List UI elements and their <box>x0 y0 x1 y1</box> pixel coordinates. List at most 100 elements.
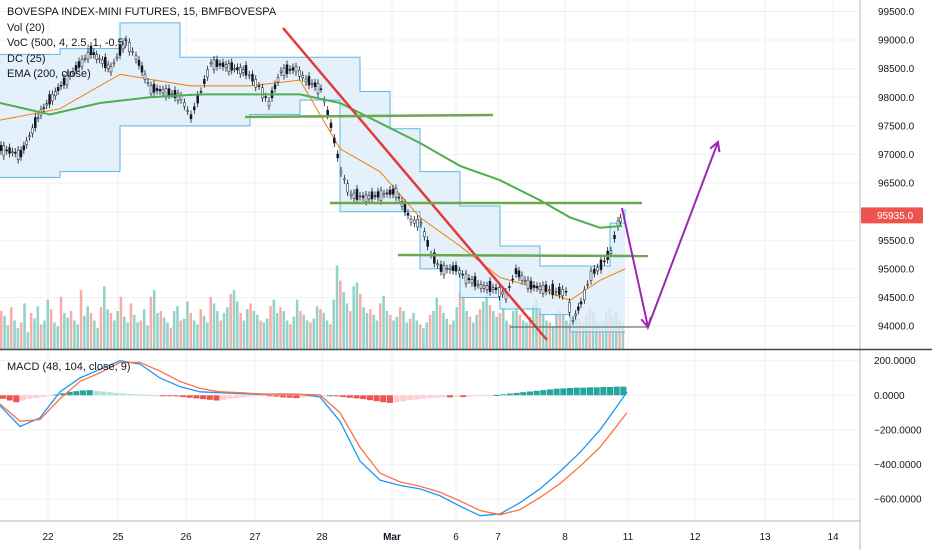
candle-body <box>291 67 295 71</box>
candle-body <box>439 264 443 272</box>
volume-bar <box>452 320 455 349</box>
candle-body <box>288 69 292 71</box>
candle-body <box>77 61 81 68</box>
candle-body <box>199 91 203 93</box>
legend-dc[interactable]: DC (25) <box>7 52 46 65</box>
volume-bar <box>485 293 488 349</box>
candle-body <box>526 279 530 289</box>
candle-body <box>397 196 401 199</box>
candle-body <box>329 122 333 128</box>
candle-body <box>454 264 458 272</box>
candle-body <box>310 82 314 85</box>
volume-bar <box>246 309 249 349</box>
volume-bar <box>36 306 40 349</box>
signal-line <box>0 361 628 516</box>
candle-body <box>161 89 165 94</box>
volume-bar <box>462 295 465 349</box>
candle-body <box>319 88 323 90</box>
volume-bar <box>196 324 199 349</box>
volume-bar <box>116 311 119 349</box>
candle-body <box>382 193 386 196</box>
volume-bar <box>565 320 568 349</box>
macd-histogram-bar <box>246 395 253 397</box>
macd-histogram-bar <box>326 395 333 397</box>
candle-body <box>307 76 311 86</box>
volume-bar <box>229 293 232 349</box>
candle-body <box>416 219 419 228</box>
candle-body <box>193 106 196 111</box>
volume-bar <box>339 280 342 349</box>
macd-histogram-bar <box>373 395 380 402</box>
volume-bar <box>26 331 30 349</box>
macd-histogram-bar <box>280 395 287 398</box>
macd-tick-label: 0.0000 <box>874 391 905 402</box>
candle-body <box>124 39 128 42</box>
macd-histogram-bar <box>313 395 320 397</box>
candle-body <box>388 189 392 195</box>
legend-ema[interactable]: EMA (200, close) <box>7 68 91 80</box>
volume-bar <box>332 299 335 349</box>
volume-bar <box>136 322 139 349</box>
macd-histogram-bar <box>26 395 33 399</box>
volume-bar <box>172 311 176 349</box>
candle-body <box>83 58 87 60</box>
candle-body <box>494 287 498 290</box>
macd-histogram-bar <box>400 395 407 402</box>
volume-bar <box>468 316 472 349</box>
candle-body <box>19 150 23 158</box>
volume-bar <box>528 316 532 349</box>
candle-body <box>212 59 216 70</box>
volume-bar <box>139 320 143 349</box>
price-tick-label: 94000.0 <box>878 322 915 333</box>
macd-histogram-bar <box>200 395 207 400</box>
volume-bar <box>152 290 156 349</box>
volume-bar <box>621 322 625 349</box>
drawings[interactable] <box>244 27 721 341</box>
last-price-tag <box>861 207 923 224</box>
macd-legend[interactable]: MACD (48, 104, close, 9) <box>7 361 131 373</box>
candle-body <box>316 82 320 94</box>
volume-bar <box>362 307 365 349</box>
volume-bar <box>299 311 302 349</box>
volume-bar <box>212 303 216 349</box>
volume-bar <box>49 309 53 349</box>
volume-bar <box>392 320 395 349</box>
candle-body <box>86 52 90 60</box>
candle-body <box>367 195 371 200</box>
candle-body <box>241 69 245 73</box>
candle-body <box>183 102 186 107</box>
macd-histogram-bar <box>6 395 13 401</box>
candle-body <box>391 188 395 195</box>
candle-body <box>170 93 174 96</box>
volume-bar <box>495 316 498 349</box>
candle-body <box>464 273 468 284</box>
macd-tick-label: −600.0000 <box>874 495 922 506</box>
candle-body <box>112 62 116 65</box>
volume-bar <box>309 322 312 349</box>
time-tick-label: 14 <box>827 532 839 543</box>
volume-bar <box>408 318 412 349</box>
macd-histogram-bar <box>613 386 620 396</box>
candle-body <box>95 54 98 60</box>
candle-body <box>551 283 554 296</box>
candle-body <box>370 191 374 200</box>
symbol-title[interactable]: BOVESPA INDEX-MINI FUTURES, 15, BMFBOVES… <box>7 6 277 18</box>
macd-histogram-bar <box>140 394 147 396</box>
legend-vol[interactable]: Vol (20) <box>7 21 45 34</box>
volume-bar <box>385 311 389 349</box>
volume-bar <box>455 307 458 349</box>
candle-body <box>409 218 413 223</box>
candle-body <box>361 195 365 198</box>
macd-histogram-bar <box>293 395 300 399</box>
time-tick-label: 11 <box>623 532 634 543</box>
legend-voc[interactable]: VoC (500, 4, 2.5, 1, -0.5) <box>7 37 128 49</box>
macd-histogram-bar <box>353 395 360 399</box>
volume-bar <box>405 322 409 349</box>
macd-histogram-bar <box>473 395 480 397</box>
candle-body <box>482 285 486 289</box>
volume-bar <box>498 312 502 349</box>
volume-bar <box>99 307 103 349</box>
macd-histogram-bar <box>593 387 600 396</box>
volume-bar <box>395 316 399 349</box>
